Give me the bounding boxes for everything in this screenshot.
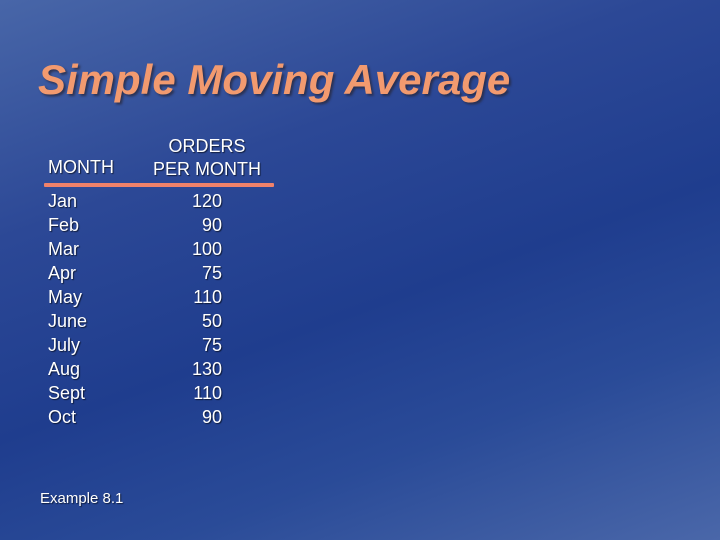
month-cell: Jan — [48, 191, 78, 211]
slide-title: Simple Moving Average — [38, 56, 511, 103]
month-column: Jan Feb Mar Apr May June July Aug Sept O… — [48, 189, 87, 429]
month-cell: Sept — [48, 383, 86, 403]
orders-cell: 90 — [201, 215, 222, 235]
orders-cell: 50 — [201, 311, 222, 331]
header-month: MONTH — [48, 157, 114, 177]
month-cell: Apr — [48, 263, 77, 283]
orders-cell: 130 — [191, 359, 222, 379]
header-orders-line2: PER MONTH — [153, 159, 261, 179]
orders-cell: 120 — [191, 191, 222, 211]
month-cell: May — [48, 287, 83, 307]
header-underline — [44, 183, 274, 187]
orders-cell: 110 — [193, 383, 222, 403]
example-label: Example 8.1 — [40, 490, 124, 507]
header-orders: ORDERS PER MONTH — [142, 135, 272, 181]
month-cell: Aug — [48, 359, 81, 379]
month-cell: Oct — [48, 407, 77, 427]
orders-column: 120 90 100 75 110 50 75 130 110 90 — [170, 189, 222, 429]
orders-cell: 75 — [201, 263, 222, 283]
orders-cell: 75 — [201, 335, 222, 355]
month-cell: July — [48, 335, 81, 355]
orders-cell: 90 — [201, 407, 222, 427]
orders-cell: 100 — [191, 239, 222, 259]
month-cell: June — [48, 311, 88, 331]
header-orders-line1: ORDERS — [168, 136, 246, 156]
month-cell: Feb — [48, 215, 80, 235]
orders-cell: 110 — [193, 287, 222, 307]
month-cell: Mar — [48, 239, 79, 259]
